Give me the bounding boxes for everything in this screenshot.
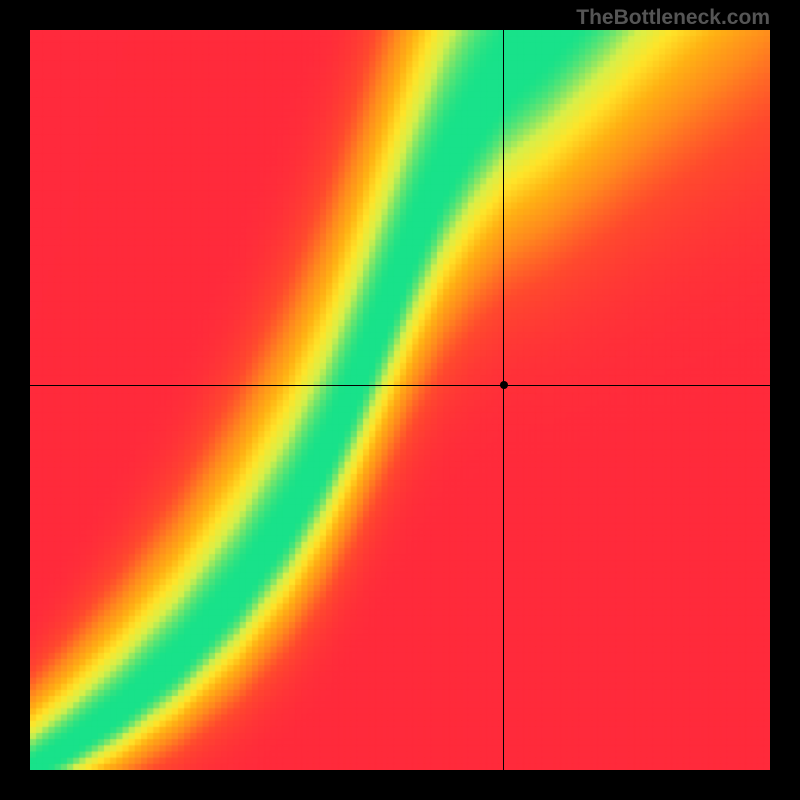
bottleneck-heatmap — [30, 30, 770, 770]
watermark-text: TheBottleneck.com — [576, 6, 770, 30]
figure-container: TheBottleneck.com — [0, 0, 800, 800]
